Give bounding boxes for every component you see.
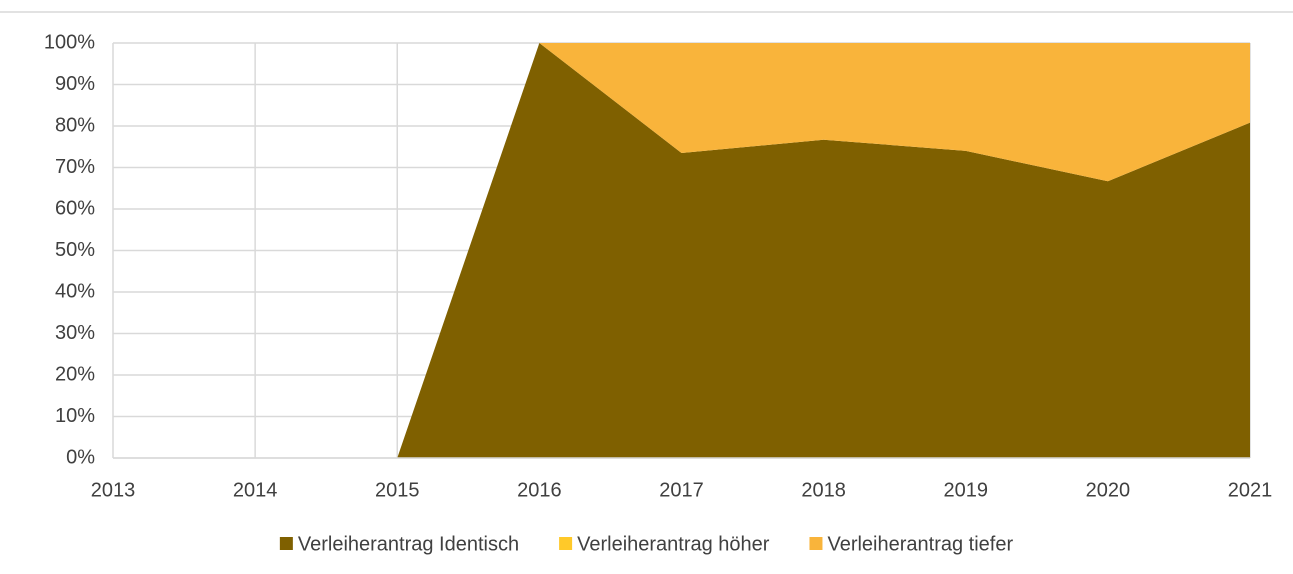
- y-tick-label: 60%: [55, 197, 95, 219]
- y-tick-label: 50%: [55, 239, 95, 261]
- x-tick-label: 2019: [944, 479, 989, 501]
- x-tick-label: 2021: [1228, 479, 1273, 501]
- legend-label: Verleiherantrag Identisch: [298, 533, 519, 555]
- legend-label: Verleiherantrag höher: [577, 533, 770, 555]
- y-tick-label: 20%: [55, 363, 95, 385]
- x-tick-label: 2017: [659, 479, 704, 501]
- x-tick-label: 2014: [233, 479, 278, 501]
- legend-swatch: [559, 537, 573, 550]
- y-tick-label: 30%: [55, 322, 95, 344]
- legend-swatch: [279, 537, 293, 550]
- x-tick-label: 2016: [517, 479, 562, 501]
- x-tick-label: 2015: [375, 479, 420, 501]
- y-tick-label: 80%: [55, 114, 95, 136]
- y-tick-label: 40%: [55, 280, 95, 302]
- x-tick-label: 2020: [1086, 479, 1131, 501]
- y-tick-label: 100%: [44, 31, 95, 53]
- area: [113, 43, 1250, 458]
- y-tick-label: 90%: [55, 73, 95, 95]
- y-tick-label: 0%: [66, 446, 95, 468]
- y-tick-label: 70%: [55, 156, 95, 178]
- area: [113, 43, 1250, 458]
- x-tick-label: 2013: [91, 479, 136, 501]
- x-tick-label: 2018: [801, 479, 846, 501]
- y-tick-label: 10%: [55, 405, 95, 427]
- legend-swatch: [809, 537, 823, 550]
- legend-label: Verleiherantrag tiefer: [827, 533, 1013, 555]
